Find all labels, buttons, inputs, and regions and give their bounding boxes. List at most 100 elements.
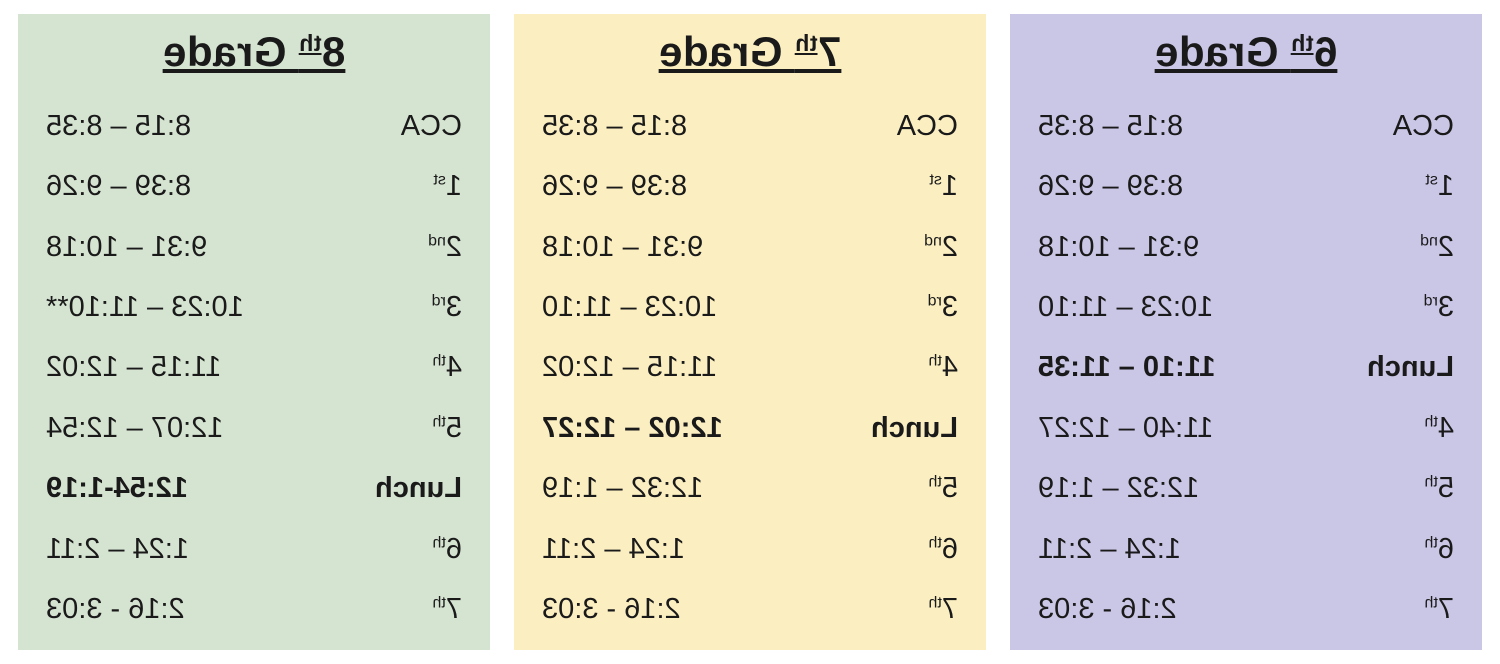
schedule-row: 5th 12:07 – 12:54: [46, 398, 462, 458]
period-text: 7: [1438, 593, 1454, 625]
period-label: 4th: [433, 351, 462, 384]
period-ordinal: th: [1425, 413, 1438, 430]
period-time: 8:39 – 9:26: [1038, 170, 1183, 203]
period-text: 2: [446, 231, 462, 263]
panel-title: 6th Grade: [1038, 28, 1454, 76]
period-label: 1st: [433, 170, 462, 203]
period-time: 11:15 – 12:02: [542, 351, 717, 384]
period-text: Lunch: [375, 472, 462, 504]
period-text: 7: [446, 593, 462, 625]
period-label: 1st: [1425, 170, 1454, 203]
schedule-stage: 6th GradeCCA8:15 – 8:351st8:39 – 9:262nd…: [0, 0, 1500, 664]
period-label: 6th: [1425, 533, 1454, 566]
period-label: 2nd: [428, 231, 462, 264]
period-text: CCA: [897, 110, 958, 142]
period-text: 6: [1438, 533, 1454, 565]
schedule-row: CCA8:15 – 8:35: [46, 96, 462, 156]
period-ordinal: rd: [432, 292, 446, 309]
panel-title: 8th Grade: [46, 28, 462, 76]
schedule-row: 1st 8:39 – 9:26: [542, 156, 958, 216]
schedule-row: Lunch12:54-1:19: [46, 459, 462, 519]
period-text: 5: [1438, 472, 1454, 504]
schedule-row: 7th 2:16 - 3:03: [542, 580, 958, 640]
schedule-row: 3rd10:23 – 11:10: [542, 277, 958, 337]
period-label: CCA: [897, 110, 958, 143]
title-number: 7: [818, 28, 842, 75]
period-time: 9:31 – 10:18: [542, 231, 703, 264]
period-label: 3rd: [928, 291, 958, 324]
period-time: 8:39 – 9:26: [542, 170, 687, 203]
period-label: 2nd: [1420, 231, 1454, 264]
period-ordinal: th: [433, 534, 446, 551]
title-rest: Grade: [659, 28, 795, 75]
schedule-rows: CCA8:15 – 8:351st8:39 – 9:262nd9:31 – 10…: [1038, 96, 1454, 640]
period-label: 7th: [929, 593, 958, 626]
schedule-panel-grade6: 6th GradeCCA8:15 – 8:351st8:39 – 9:262nd…: [1010, 14, 1482, 650]
schedule-row: Lunch 11:10 – 11:35: [1038, 338, 1454, 398]
period-ordinal: th: [929, 534, 942, 551]
period-text: 6: [942, 533, 958, 565]
period-ordinal: th: [1425, 595, 1438, 612]
period-time: 11:15 – 12:02: [46, 351, 221, 384]
period-label: Lunch: [871, 412, 958, 445]
period-time: 10:23 – 11:10**: [46, 291, 244, 324]
period-ordinal: nd: [428, 232, 446, 249]
period-time: 1:24 – 2:11: [542, 533, 685, 566]
schedule-row: 6th 1:24 – 2:11: [542, 519, 958, 579]
schedule-row: 3rd 10:23 – 11:10: [1038, 277, 1454, 337]
period-label: 6th: [433, 533, 462, 566]
schedule-rows: CCA8:15 – 8:351st8:39 – 9:26 2nd 9:31 – 10…: [46, 96, 462, 640]
schedule-row: 2nd9:31 – 10:18: [542, 217, 958, 277]
period-text: 3: [942, 291, 958, 323]
period-time: 8:15 – 8:35: [542, 110, 687, 143]
title-rest: Grade: [1155, 28, 1291, 75]
period-text: 5: [446, 412, 462, 444]
period-time: 11:40 – 12:27: [1038, 412, 1213, 445]
period-time: 10:23 – 11:10: [1038, 291, 1213, 324]
schedule-row: 1st 8:39 – 9:26: [1038, 156, 1454, 216]
period-label: 7th: [1425, 593, 1454, 626]
period-label: Lunch: [375, 472, 462, 505]
period-ordinal: th: [433, 353, 446, 370]
period-time: 1:24 – 2:11: [1038, 533, 1181, 566]
period-ordinal: nd: [1420, 232, 1438, 249]
schedule-row: 7th2:16 - 3:03: [46, 580, 462, 640]
period-ordinal: th: [433, 413, 446, 430]
period-time: 9:31 – 10:18: [46, 231, 207, 264]
period-ordinal: th: [929, 595, 942, 612]
period-label: 1st: [929, 170, 958, 203]
period-time: 12:02 – 12:27: [542, 412, 723, 445]
schedule-row: 4th11:15 – 12:02: [542, 338, 958, 398]
period-label: 7th: [433, 593, 462, 626]
period-label: 6th: [929, 533, 958, 566]
period-label: Lunch: [1367, 351, 1454, 384]
period-text: Lunch: [871, 412, 958, 444]
schedule-row: CCA 8:15 – 8:35: [542, 96, 958, 156]
period-text: 4: [446, 351, 462, 383]
period-time: 8:15 – 8:35: [1038, 110, 1183, 143]
period-text: 1: [446, 170, 462, 202]
period-ordinal: th: [929, 474, 942, 491]
period-ordinal: th: [1425, 534, 1438, 551]
period-text: CCA: [401, 110, 462, 142]
period-ordinal: st: [433, 172, 445, 189]
period-time: 11:10 – 11:35: [1038, 351, 1215, 384]
period-text: 7: [942, 593, 958, 625]
period-time: 12:32 – 1:19: [542, 472, 703, 505]
period-time: 2:16 - 3:03: [542, 593, 681, 626]
schedule-row: 1st8:39 – 9:26: [46, 156, 462, 216]
period-ordinal: rd: [1424, 292, 1438, 309]
schedule-row: 4th 11:15 – 12:02: [46, 338, 462, 398]
period-text: 6: [446, 533, 462, 565]
period-time: 9:31 – 10:18: [1038, 231, 1199, 264]
schedule-row: 6th1:24 – 2:11: [46, 519, 462, 579]
title-rest: Grade: [163, 28, 299, 75]
period-text: 1: [1438, 170, 1454, 202]
period-ordinal: th: [929, 353, 942, 370]
period-label: 3rd: [1424, 291, 1454, 324]
period-time: 12:07 – 12:54: [46, 412, 223, 445]
period-text: 1: [942, 170, 958, 202]
title-ordinal: th: [1291, 30, 1314, 56]
period-text: 3: [1438, 291, 1454, 323]
schedule-row: 5th12:32 – 1:19: [542, 459, 958, 519]
